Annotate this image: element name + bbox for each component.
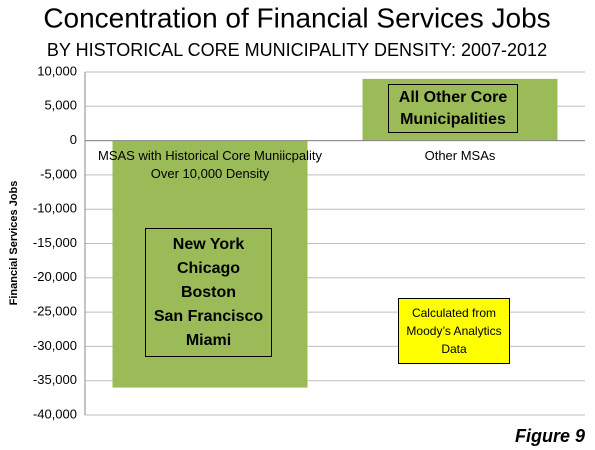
y-tick-label: -30,000 (33, 338, 77, 353)
annotation-box: New York Chicago Boston San Francisco Mi… (145, 228, 272, 357)
x-tick-label-box: MSAS with Historical Core Muniicpality O… (98, 147, 322, 181)
x-tick-label: Other MSAs (424, 147, 496, 163)
y-tick-label: -10,000 (33, 201, 77, 216)
y-tick-label: -25,000 (33, 304, 77, 319)
y-tick-label: -35,000 (33, 372, 77, 387)
y-tick-label: 5,000 (44, 98, 77, 113)
annotation-box: All Other Core Municipalities (388, 84, 518, 133)
y-tick-label: 10,000 (37, 63, 77, 78)
annotation: New York Chicago Boston San Francisco Mi… (145, 228, 272, 357)
chart-title: Concentration of Financial Services Jobs (43, 2, 550, 33)
annotation: Calculated from Moody’s Analytics Data (398, 298, 510, 364)
x-tick-label-box: Other MSAs (424, 147, 496, 163)
y-tick-label: 0 (70, 132, 77, 147)
annotation-box: Calculated from Moody’s Analytics Data (398, 298, 510, 364)
y-tick-label: -20,000 (33, 269, 77, 284)
chart-subtitle: BY HISTORICAL CORE MUNICIPALITY DENSITY:… (47, 40, 547, 60)
y-tick-label: -5,000 (40, 166, 77, 181)
x-tick-label: MSAS with Historical Core Muniicpality O… (98, 147, 322, 181)
annotation: All Other Core Municipalities (388, 84, 518, 133)
y-tick-label: -15,000 (33, 235, 77, 250)
y-axis-label: Financial Services Jobs (8, 181, 20, 306)
y-tick-label: -40,000 (33, 406, 77, 421)
figure-label: Figure 9 (515, 426, 585, 446)
bar (362, 78, 558, 141)
